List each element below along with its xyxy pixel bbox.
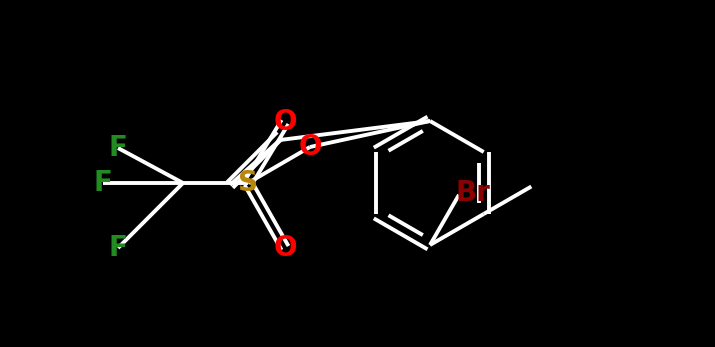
Text: F: F: [109, 234, 127, 262]
Text: F: F: [109, 134, 127, 162]
Text: O: O: [273, 108, 297, 136]
Text: Br: Br: [455, 179, 490, 207]
Text: O: O: [298, 133, 322, 161]
Text: O: O: [273, 234, 297, 262]
Text: S: S: [238, 169, 258, 197]
Text: F: F: [94, 169, 112, 197]
